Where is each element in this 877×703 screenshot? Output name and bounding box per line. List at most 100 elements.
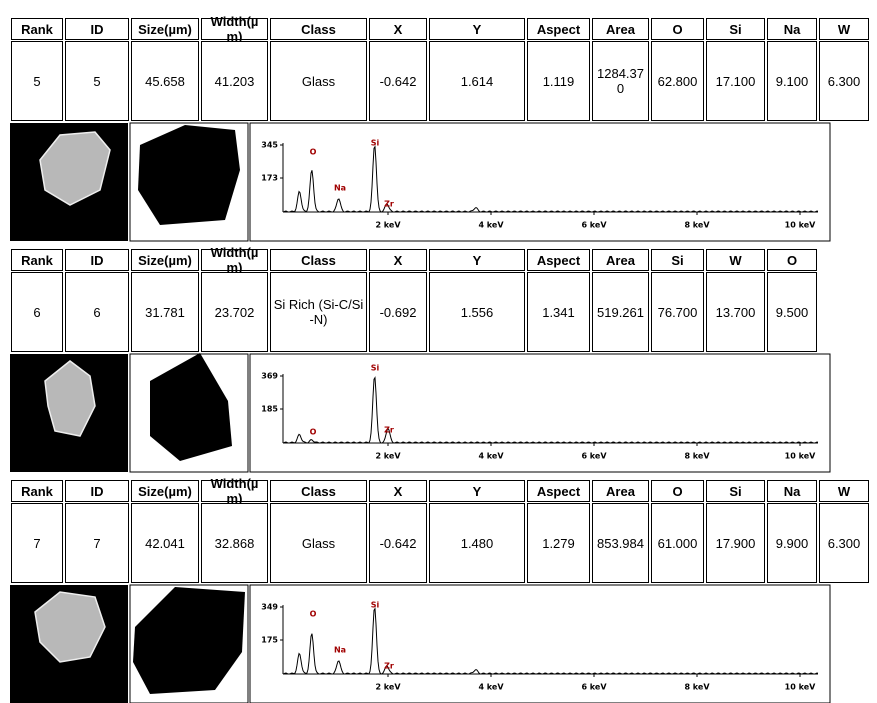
- value-cell: 5: [11, 41, 63, 121]
- x-tick-label: 2 keV: [375, 452, 401, 461]
- column-header: Rank: [11, 18, 63, 40]
- spectrum-line: [282, 376, 819, 444]
- x-tick-label: 8 keV: [684, 452, 710, 461]
- column-header: Si: [706, 18, 765, 40]
- x-tick-label: 8 keV: [684, 221, 710, 230]
- y-tick-label: 185: [261, 405, 278, 414]
- value-cell: Si Rich (Si-C/Si-N): [270, 272, 367, 352]
- value-cell: 76.700: [651, 272, 704, 352]
- column-header: Width(µm): [201, 245, 268, 275]
- peak-label: Zr: [384, 426, 394, 435]
- particle-mask: [150, 353, 232, 461]
- value-cell: Glass: [270, 503, 367, 583]
- column-header: W: [706, 249, 765, 271]
- value-cell: 1.279: [527, 503, 590, 583]
- value-cell: -0.642: [369, 41, 427, 121]
- column-header: X: [369, 480, 427, 502]
- value-cell: 7: [65, 503, 129, 583]
- column-header: Na: [767, 18, 817, 40]
- value-cell: 62.800: [651, 41, 704, 121]
- y-tick-label: 349: [261, 603, 278, 612]
- particle: [39, 131, 111, 206]
- peak-label: Zr: [384, 200, 394, 209]
- value-cell: 31.781: [131, 272, 199, 352]
- value-cell: 1.614: [429, 41, 525, 121]
- x-tick-label: 2 keV: [375, 683, 401, 692]
- particle-images: [10, 122, 831, 242]
- particle: [34, 591, 106, 663]
- y-tick-label: 369: [261, 372, 278, 381]
- particle-images: [10, 353, 831, 473]
- column-header: Area: [592, 480, 649, 502]
- x-tick-label: 4 keV: [478, 221, 504, 230]
- x-tick-label: 6 keV: [581, 452, 607, 461]
- value-cell: 17.100: [706, 41, 765, 121]
- column-header: O: [651, 18, 704, 40]
- y-tick-label: 173: [261, 174, 278, 183]
- column-header: Area: [592, 18, 649, 40]
- value-cell: 1.556: [429, 272, 525, 352]
- x-tick-label: 2 keV: [375, 221, 401, 230]
- value-cell: 41.203: [201, 41, 268, 121]
- x-tick-label: 8 keV: [684, 683, 710, 692]
- column-header: Rank: [11, 249, 63, 271]
- x-tick-label: 4 keV: [478, 452, 504, 461]
- peak-label: Si: [371, 364, 380, 373]
- column-header: Class: [270, 18, 367, 40]
- column-header: Na: [767, 480, 817, 502]
- value-cell: 23.702: [201, 272, 268, 352]
- value-cell: 519.261: [592, 272, 649, 352]
- column-header: Aspect: [527, 18, 590, 40]
- spectrum-box: [249, 122, 831, 242]
- column-header: Width(µm): [201, 476, 268, 506]
- value-cell: 9.500: [767, 272, 817, 352]
- value-cell: Glass: [270, 41, 367, 121]
- value-cell: -0.642: [369, 503, 427, 583]
- column-header: Si: [651, 249, 704, 271]
- spectrum-box: [249, 584, 831, 703]
- value-cell: 6.300: [819, 503, 869, 583]
- column-header: W: [819, 18, 869, 40]
- column-header: Y: [429, 249, 525, 271]
- value-cell: 9.100: [767, 41, 817, 121]
- peak-label: Si: [371, 139, 380, 148]
- value-cell: 1.341: [527, 272, 590, 352]
- value-cell: 42.041: [131, 503, 199, 583]
- column-header: Y: [429, 18, 525, 40]
- column-header: X: [369, 18, 427, 40]
- column-header: Width(µm): [201, 14, 268, 44]
- peak-label: Zr: [384, 662, 394, 671]
- particle: [44, 360, 96, 437]
- value-cell: 32.868: [201, 503, 268, 583]
- value-cell: 6: [65, 272, 129, 352]
- column-header: Class: [270, 249, 367, 271]
- x-tick-label: 10 keV: [785, 683, 816, 692]
- x-tick-label: 10 keV: [785, 452, 816, 461]
- column-header: W: [819, 480, 869, 502]
- value-cell: 9.900: [767, 503, 817, 583]
- value-cell: 1284.370: [592, 41, 649, 121]
- column-header: ID: [65, 480, 129, 502]
- peak-label: Na: [334, 646, 346, 655]
- column-header: Aspect: [527, 480, 590, 502]
- peak-label: O: [310, 610, 317, 619]
- column-header: Size(µm): [131, 249, 199, 271]
- column-header: Si: [706, 480, 765, 502]
- peak-label: O: [310, 428, 317, 437]
- value-cell: -0.692: [369, 272, 427, 352]
- peak-label: O: [310, 148, 317, 157]
- value-cell: 853.984: [592, 503, 649, 583]
- spectrum-box: [249, 353, 831, 473]
- column-header: ID: [65, 249, 129, 271]
- x-tick-label: 6 keV: [581, 221, 607, 230]
- y-tick-label: 345: [261, 141, 278, 150]
- value-cell: 17.900: [706, 503, 765, 583]
- value-cell: 61.000: [651, 503, 704, 583]
- column-header: ID: [65, 18, 129, 40]
- value-cell: 13.700: [706, 272, 765, 352]
- column-header: Area: [592, 249, 649, 271]
- column-header: Aspect: [527, 249, 590, 271]
- value-cell: 1.480: [429, 503, 525, 583]
- y-tick-label: 175: [261, 636, 278, 645]
